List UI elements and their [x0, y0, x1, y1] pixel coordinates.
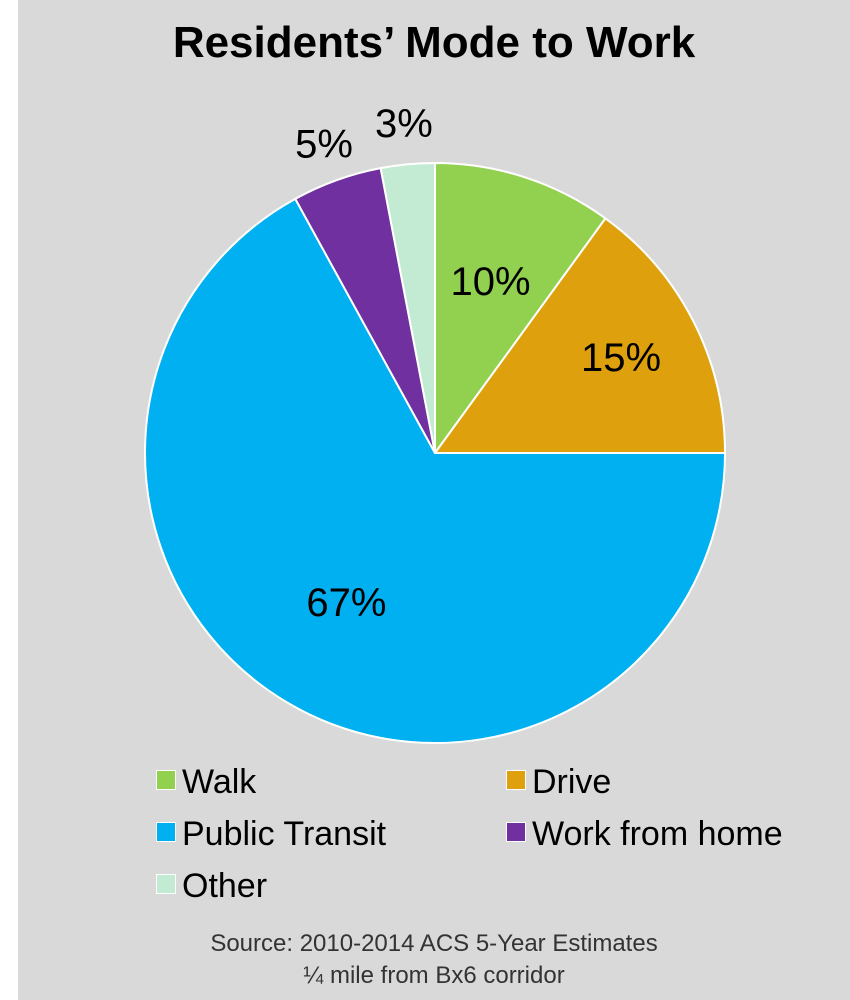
pie-slices	[144, 161, 727, 744]
data-label-public-transit: 67%	[306, 581, 386, 625]
pie-slice-public-transit	[144, 197, 727, 744]
source-note: Source: 2010-2014 ACS 5-Year Estimates	[210, 930, 658, 957]
legend-swatch-walk	[156, 770, 176, 791]
pie-chart: 10% 15% 67% 5% 3%	[144, 102, 727, 744]
legend-swatch-drive	[506, 770, 526, 791]
legend-item-drive: Drive	[506, 760, 612, 802]
chart-title: Residents’ Mode to Work	[172, 18, 696, 67]
pie-slice-other	[379, 161, 436, 454]
chart-card: Residents’ Mode to Work 10% 15% 67% 5% 3% Wa…	[18, 0, 850, 1000]
data-label-drive: 15%	[581, 336, 661, 380]
source-note-corridor: ¼ mile from Bx6 corridor	[303, 962, 565, 989]
pie-slice-walk	[434, 161, 607, 457]
pie-slice-drive	[433, 216, 727, 454]
legend-swatch-work-from-home	[506, 822, 526, 843]
legend-label-drive: Drive	[532, 763, 612, 802]
legend-item-public-transit: Public Transit	[156, 812, 387, 854]
legend-label-other: Other	[182, 867, 268, 906]
legend-swatch-public-transit	[156, 822, 176, 843]
legend-item-work-from-home: Work from home	[506, 812, 783, 854]
data-label-work-from-home: 5%	[295, 123, 353, 167]
legend-item-other: Other	[156, 864, 268, 906]
data-label-other: 3%	[375, 102, 433, 146]
pie-data-labels: 10% 15% 67% 5% 3%	[295, 102, 661, 625]
legend-label-work-from-home: Work from home	[532, 815, 783, 854]
data-label-walk: 10%	[451, 260, 531, 304]
legend-swatch-other	[156, 874, 176, 895]
legend-item-walk: Walk	[156, 760, 257, 802]
legend-label-walk: Walk	[182, 763, 257, 802]
legend-label-public-transit: Public Transit	[182, 815, 387, 854]
